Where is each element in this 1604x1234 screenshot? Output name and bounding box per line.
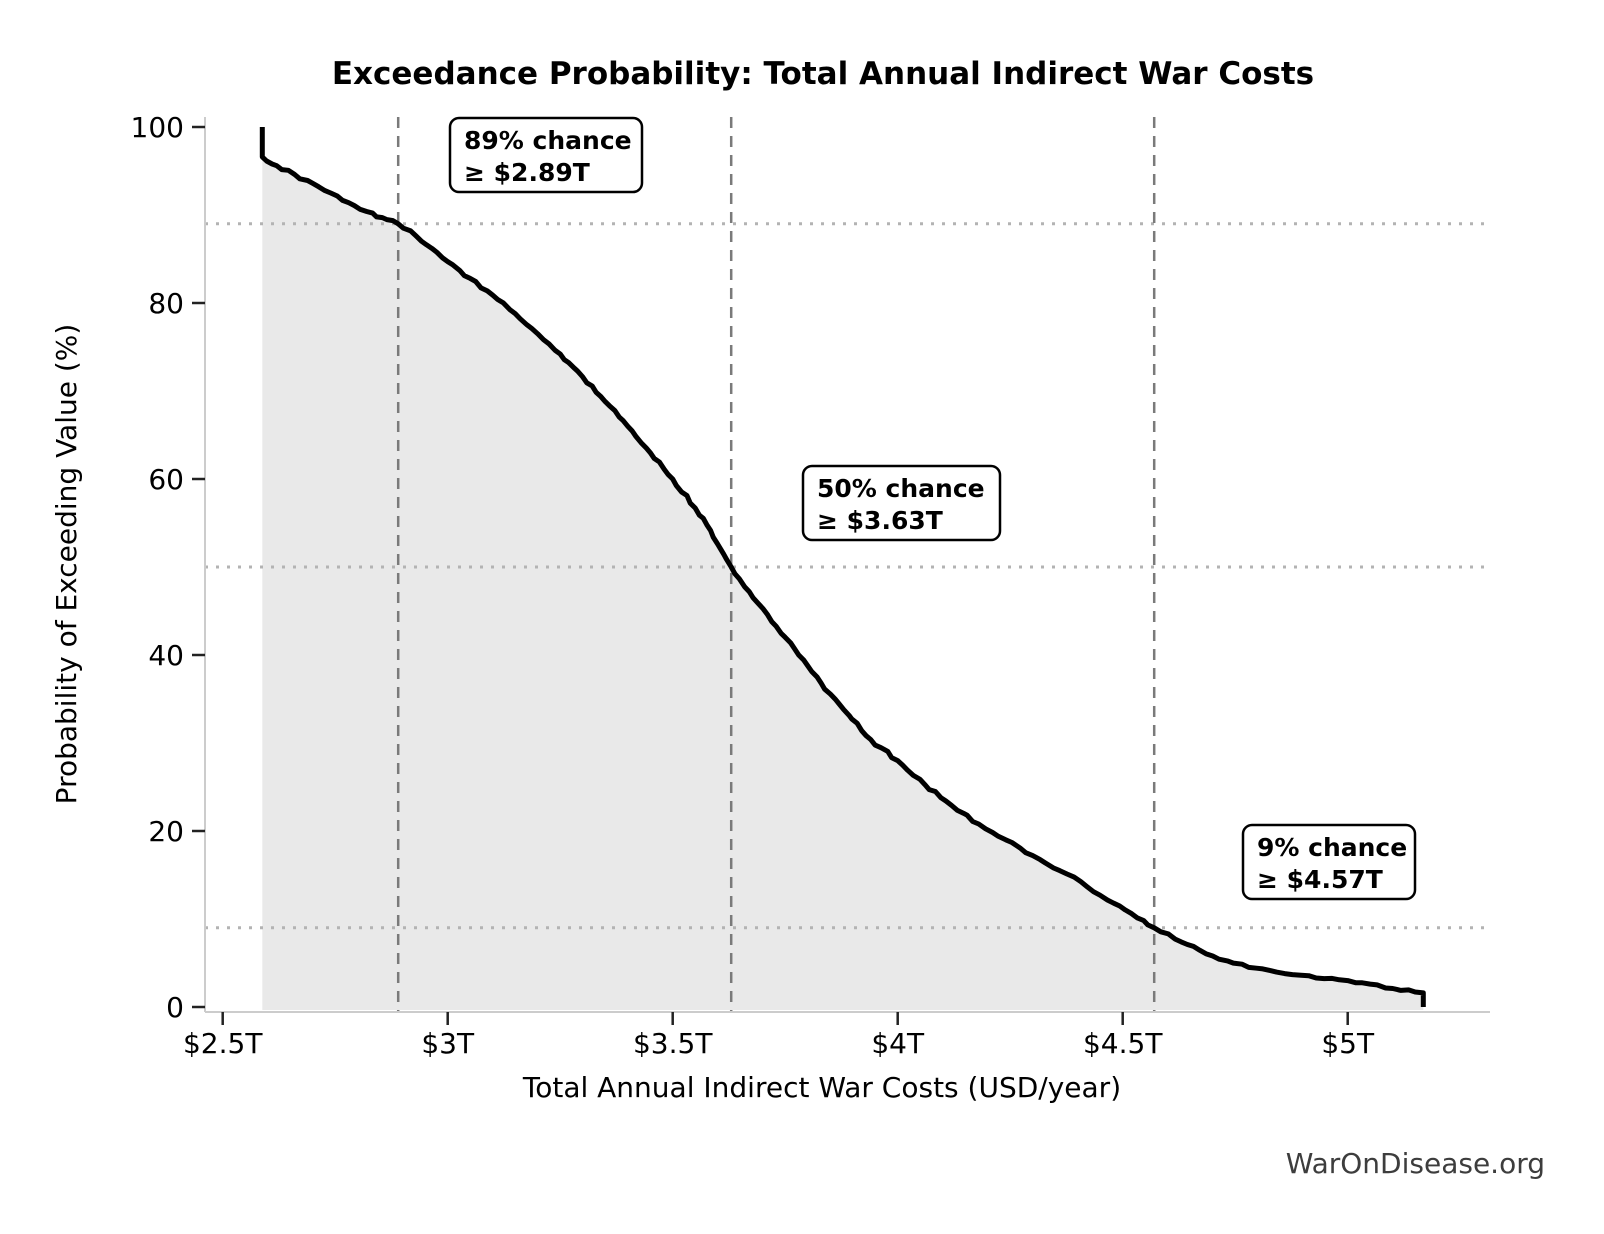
x-tick-label: $2.5T <box>183 1027 263 1060</box>
annotation-box <box>448 116 644 194</box>
x-tick-label: $5T <box>1321 1027 1375 1060</box>
axes <box>204 117 1490 1013</box>
y-tick-label: 40 <box>148 639 184 672</box>
annotation-line1: 50% chance <box>817 474 985 503</box>
exceedance-curve <box>259 127 1426 1007</box>
x-tick-label: $4.5T <box>1083 1027 1163 1060</box>
annotation-boxes: 89% chance ≥ $2.89T 50% chance ≥ $3.63T 9% c… <box>448 116 1417 901</box>
annotation-box <box>801 464 1002 542</box>
annotation-box <box>1241 823 1417 901</box>
watermark-text: WarOnDisease.org <box>1286 1147 1545 1180</box>
y-tick-label: 60 <box>148 463 184 496</box>
y-tick-label: 100 <box>131 111 184 144</box>
x-axis-label: Total Annual Indirect War Costs (USD/yea… <box>522 1071 1121 1104</box>
x-tick-label: $4T <box>871 1027 925 1060</box>
x-tick-label: $3T <box>421 1027 475 1060</box>
annotation-line2: ≥ $2.89T <box>464 158 590 187</box>
y-tick-label: 0 <box>166 991 184 1024</box>
annotation-line2: ≥ $3.63T <box>817 506 943 535</box>
annotation-line1: 9% chance <box>1257 833 1407 862</box>
tick-marks-and-labels: $2.5T $3T $3.5T $4T $4.5T $5T 0 20 40 60 80 100 <box>131 111 1375 1060</box>
y-axis-label: Probability of Exceeding Value (%) <box>50 324 83 805</box>
x-tick-label: $3.5T <box>633 1027 713 1060</box>
y-tick-label: 20 <box>148 815 184 848</box>
chart-title: Exceedance Probability: Total Annual Ind… <box>332 56 1314 92</box>
exceedance-curve-line <box>259 127 1426 1007</box>
y-tick-label: 80 <box>148 287 184 320</box>
annotation-line2: ≥ $4.57T <box>1257 865 1383 894</box>
annotation-line1: 89% chance <box>464 126 632 155</box>
